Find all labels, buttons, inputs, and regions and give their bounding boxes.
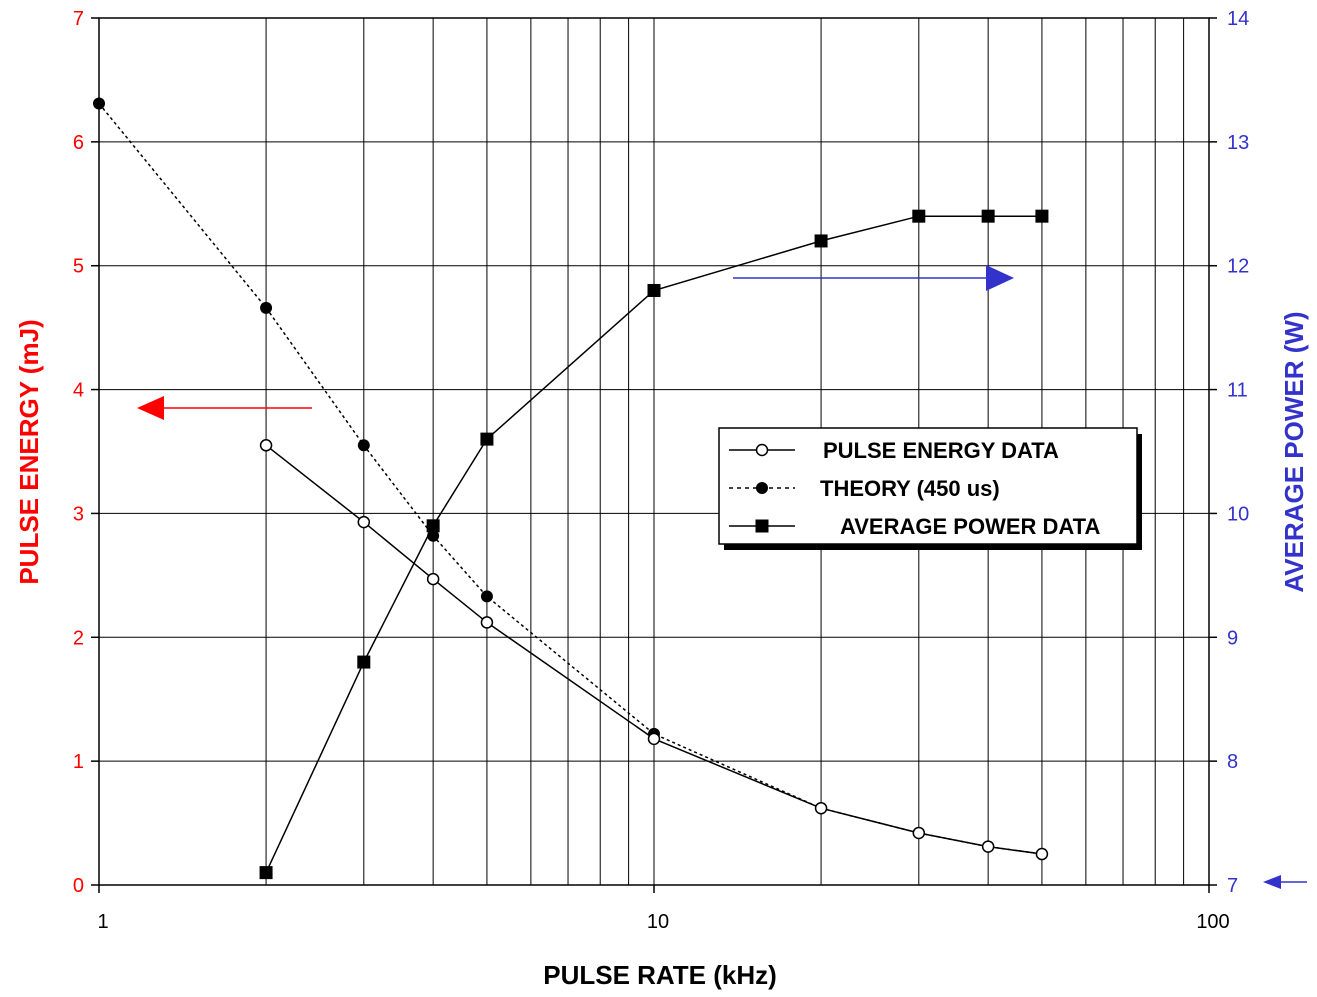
data-point [814,234,828,248]
legend-box [718,427,1138,545]
data-point [93,97,105,110]
data-point [480,590,493,603]
left-axis-ticks: 0 1 2 3 4 5 6 7 [73,8,99,897]
left-tick-label: 1 [73,751,84,773]
data-point [1035,209,1049,223]
left-axis-title: PULSE ENERGY (mJ) [14,319,44,584]
data-point [647,283,661,297]
data-point [426,519,440,533]
data-point [357,515,371,529]
legend-label: AVERAGE POWER DATA [840,514,1100,539]
legend-item: PULSE ENERGY DATA [729,438,1059,463]
x-tick-label: 10 [647,911,669,933]
data-point [814,801,828,815]
legend-swatch-marker [756,482,768,494]
data-point [260,301,273,314]
legend-item: AVERAGE POWER DATA [729,514,1100,539]
data-point [647,732,661,746]
data-point [480,616,494,629]
legend-label: THEORY (450 us) [820,476,1000,501]
series-pulse-energy-data [259,439,1049,861]
left-tick-label: 3 [73,503,84,525]
x-axis-ticks: 1 10 100 [97,885,1230,933]
right-tick-label: 13 [1227,132,1249,154]
left-tick-label: 0 [73,875,84,897]
data-point [1035,847,1049,861]
right-axis-title: AVERAGE POWER (W) [1279,311,1309,592]
data-point [357,439,370,452]
left-tick-label: 4 [73,380,84,402]
series-average-power-data [259,209,1049,880]
left-tick-label: 5 [73,256,84,278]
right-tick-label: 7 [1227,875,1238,897]
right-tick-label: 14 [1227,8,1249,30]
left-tick-label: 6 [73,132,84,154]
legend-swatch-marker [755,443,769,457]
right-origin-arrow-head [1263,875,1281,889]
data-point [480,432,494,446]
x-tick-label: 1 [97,911,108,933]
right-tick-label: 8 [1227,751,1238,773]
data-point [912,209,926,223]
data-point [357,655,371,669]
right-tick-label: 11 [1227,380,1248,402]
series-layer [93,97,1049,880]
data-point [981,840,995,853]
axis-arrows [137,265,1307,889]
left-tick-label: 7 [73,8,84,30]
data-point [981,209,995,223]
legend: PULSE ENERGY DATA THEORY (450 us) AVERAGE … [718,427,1142,550]
right-tick-label: 9 [1227,627,1238,649]
right-tick-label: 10 [1227,503,1249,525]
right-tick-label: 12 [1227,256,1249,278]
right-axis-ticks: 7 8 9 10 11 12 13 14 [1209,8,1249,897]
x-axis-title: PULSE RATE (kHz) [543,960,777,990]
data-point [259,866,273,880]
data-point [426,572,440,586]
legend-item: THEORY (450 us) [729,476,1000,501]
left-tick-label: 2 [73,627,84,649]
right-axis-arrow-head [986,265,1014,291]
legend-swatch-marker [755,519,769,533]
left-axis-arrow-head [137,396,164,420]
legend-label: PULSE ENERGY DATA [823,438,1059,463]
x-tick-label: 100 [1196,911,1229,933]
series-line [98,103,1043,855]
data-point [912,826,926,840]
data-point [259,439,273,452]
